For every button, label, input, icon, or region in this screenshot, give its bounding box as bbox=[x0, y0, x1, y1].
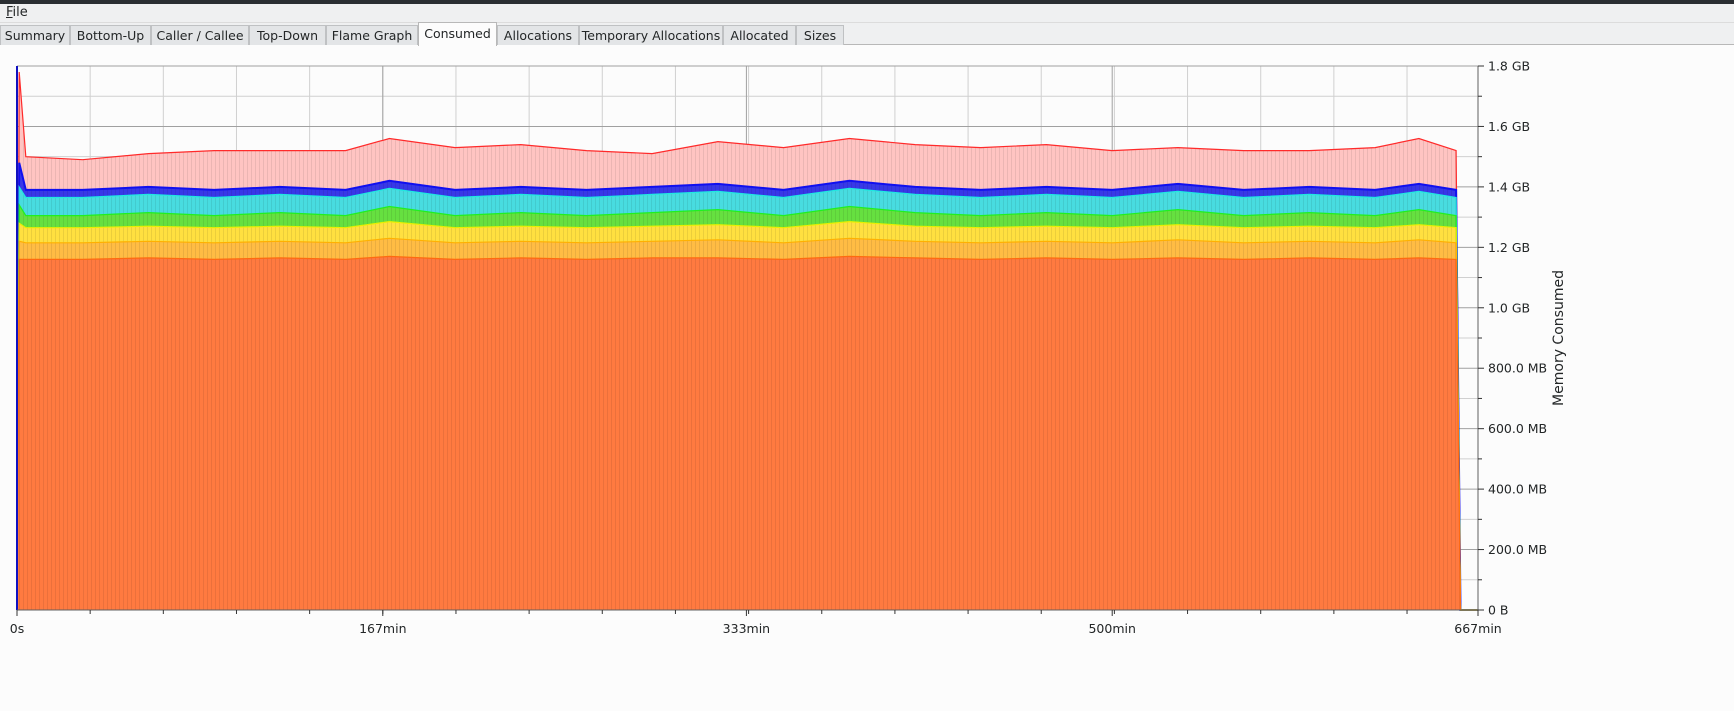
y-tick-label: 0 B bbox=[1488, 603, 1509, 618]
tab-temporary-allocations[interactable]: Temporary Allocations bbox=[579, 25, 723, 45]
x-tick-label: 667min bbox=[1454, 621, 1501, 636]
tab-bar: Summary Bottom-Up Caller / Callee Top-Down F… bbox=[0, 22, 1734, 46]
y-tick-label: 1.6 GB bbox=[1488, 119, 1530, 134]
window-top-border bbox=[0, 0, 1734, 4]
tab-top-down[interactable]: Top-Down bbox=[249, 25, 326, 45]
tab-flame-graph[interactable]: Flame Graph bbox=[326, 25, 418, 45]
y-tick-label: 800.0 MB bbox=[1488, 361, 1547, 376]
series-line-0 bbox=[16, 71, 1478, 611]
consumed-chart: 0 B 200.0 MB 400.0 MB 600.0 MB 800.0 MB 1.0 G… bbox=[10, 59, 1567, 637]
y-tick-label: 600.0 MB bbox=[1488, 421, 1547, 436]
tab-bottom-up[interactable]: Bottom-Up bbox=[70, 25, 151, 45]
y-tick-label: 1.2 GB bbox=[1488, 240, 1530, 255]
x-tick-label: 333min bbox=[723, 621, 770, 636]
tab-allocated[interactable]: Allocated bbox=[723, 25, 796, 45]
menu-file[interactable]: File bbox=[6, 5, 28, 20]
tab-consumed[interactable]: Consumed bbox=[418, 22, 497, 46]
y-tick-label: 1.4 GB bbox=[1488, 179, 1530, 194]
y-tick-label: 200.0 MB bbox=[1488, 542, 1547, 557]
tab-caller-callee[interactable]: Caller / Callee bbox=[151, 25, 249, 45]
tab-allocations[interactable]: Allocations bbox=[497, 25, 579, 45]
y-tick-label: 1.0 GB bbox=[1488, 300, 1530, 315]
series-line-4 bbox=[16, 220, 1478, 611]
series-line-5 bbox=[16, 237, 1478, 611]
y-tick-label: 1.8 GB bbox=[1488, 59, 1530, 74]
x-tick-label: 500min bbox=[1088, 621, 1135, 636]
series-stripes-6 bbox=[17, 256, 1478, 610]
series-line-1 bbox=[16, 162, 1478, 611]
y-axis-label: Memory Consumed bbox=[1551, 270, 1567, 406]
y-tick-label: 400.0 MB bbox=[1488, 482, 1547, 497]
menu-bar: File bbox=[0, 4, 1734, 23]
series-line-6 bbox=[16, 255, 1478, 611]
series-line-3 bbox=[16, 202, 1478, 611]
x-tick-label: 0s bbox=[10, 621, 24, 636]
x-tick-label: 167min bbox=[359, 621, 406, 636]
series-line-2 bbox=[16, 184, 1478, 611]
tab-summary[interactable]: Summary bbox=[0, 25, 70, 45]
tab-sizes[interactable]: Sizes bbox=[796, 25, 844, 45]
